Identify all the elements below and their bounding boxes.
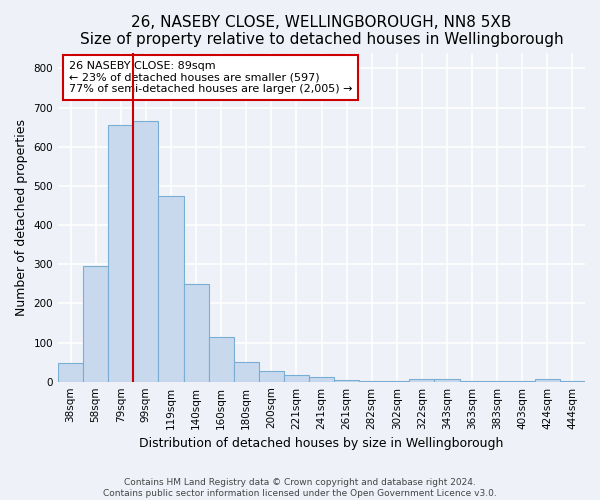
Bar [359,380,384,382]
Bar [535,378,560,382]
Bar [209,338,233,382]
Bar [108,125,133,382]
X-axis label: Distribution of detached houses by size in Wellingborough: Distribution of detached houses by size … [139,437,504,450]
Bar [384,381,409,382]
Title: 26, NASEBY CLOSE, WELLINGBOROUGH, NN8 5XB
Size of property relative to detached : 26, NASEBY CLOSE, WELLINGBOROUGH, NN8 5X… [80,15,563,48]
Bar [184,284,209,382]
Text: 26 NASEBY CLOSE: 89sqm
← 23% of detached houses are smaller (597)
77% of semi-de: 26 NASEBY CLOSE: 89sqm ← 23% of detached… [68,61,352,94]
Bar [58,363,83,382]
Bar [233,362,259,382]
Text: Contains HM Land Registry data © Crown copyright and database right 2024.
Contai: Contains HM Land Registry data © Crown c… [103,478,497,498]
Bar [485,381,510,382]
Bar [133,122,158,382]
Bar [158,196,184,382]
Bar [259,370,284,382]
Bar [334,380,359,382]
Bar [309,378,334,382]
Bar [83,266,108,382]
Bar [460,381,485,382]
Bar [284,376,309,382]
Y-axis label: Number of detached properties: Number of detached properties [15,118,28,316]
Bar [560,381,585,382]
Bar [409,380,434,382]
Bar [434,380,460,382]
